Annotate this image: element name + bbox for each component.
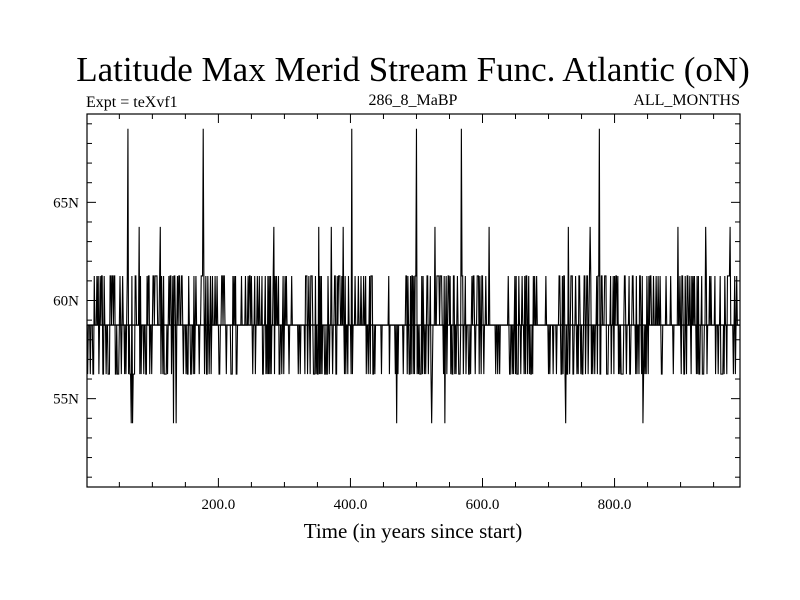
x-axis-label: Time (in years since start)	[304, 519, 523, 543]
x-tick-label: 600.0	[466, 497, 500, 513]
x-tick-label: 400.0	[334, 497, 368, 513]
chart-title: Latitude Max Merid Stream Func. Atlantic…	[76, 50, 750, 89]
y-tick-label: 55N	[53, 392, 79, 408]
x-tick-label: 200.0	[202, 497, 236, 513]
series-line	[86, 128, 740, 424]
y-tick-label: 65N	[53, 195, 79, 211]
data-series	[86, 128, 740, 424]
x-tick-label: 800.0	[598, 497, 632, 513]
subtitle-run: 286_8_MaBP	[369, 92, 458, 109]
subtitle-months: ALL_MONTHS	[633, 92, 740, 109]
axis-ticks: 200.0 400.0 600.0 800.0 55N 60N 65N	[53, 114, 740, 513]
y-tick-label: 60N	[53, 294, 79, 310]
subtitle-experiment: Expt = teXvf1	[86, 94, 178, 111]
plot-frame	[86, 113, 741, 488]
